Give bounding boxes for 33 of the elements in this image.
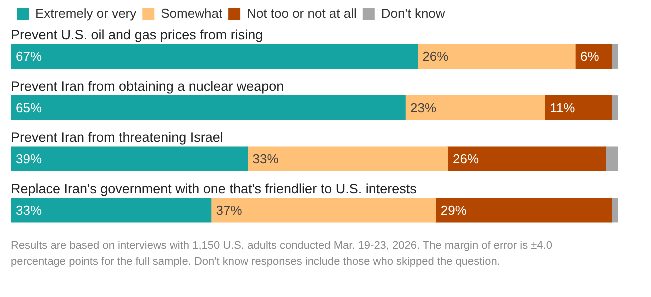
bar bbox=[544, 96, 612, 120]
legend-label: Somewhat bbox=[161, 6, 223, 22]
data-label: 39% bbox=[16, 152, 42, 167]
legend-label: Not too or not at all bbox=[247, 6, 357, 22]
legend-label: Extremely or very bbox=[36, 6, 138, 22]
bar bbox=[11, 44, 418, 69]
bar bbox=[436, 198, 612, 223]
bar bbox=[417, 44, 576, 69]
data-label: 11% bbox=[550, 100, 576, 116]
data-label: 26% bbox=[422, 49, 450, 64]
data-label: 29% bbox=[440, 202, 468, 218]
text: Results are based on interviews with 1,150 U.S. adults conducted Mar. 19-23, 2026. The margin of error is ±4.0 percentage points for the full sample. Don't know responses include those who skipped the question. bbox=[11, 239, 554, 270]
data-label: 65% bbox=[16, 100, 42, 116]
data-label: 33% bbox=[16, 202, 42, 218]
legend-label: Don't know bbox=[381, 6, 446, 22]
bar bbox=[606, 146, 618, 172]
data-label: 37% bbox=[216, 202, 243, 218]
bar bbox=[11, 198, 212, 223]
bar bbox=[11, 146, 248, 172]
data-label: 6% bbox=[580, 49, 600, 64]
y-tick-label: Prevent U.S. oil and gas prices from rising bbox=[11, 28, 264, 43]
data-label: 23% bbox=[410, 100, 438, 116]
y-tick-label: Replace Iran's government with one that's friendlier to U.S. interests bbox=[11, 181, 418, 196]
bar bbox=[210, 198, 436, 223]
bar bbox=[247, 146, 448, 172]
bar bbox=[448, 146, 606, 172]
bar bbox=[11, 96, 406, 120]
y-tick-label: Prevent Iran from threatening Israel bbox=[11, 130, 224, 146]
data-label: 33% bbox=[252, 152, 280, 167]
data-label: 67% bbox=[16, 49, 42, 64]
data-label: 26% bbox=[453, 152, 480, 167]
bar bbox=[405, 96, 546, 120]
y-tick-label: Prevent Iran from obtaining a nuclear weapon bbox=[11, 78, 284, 94]
